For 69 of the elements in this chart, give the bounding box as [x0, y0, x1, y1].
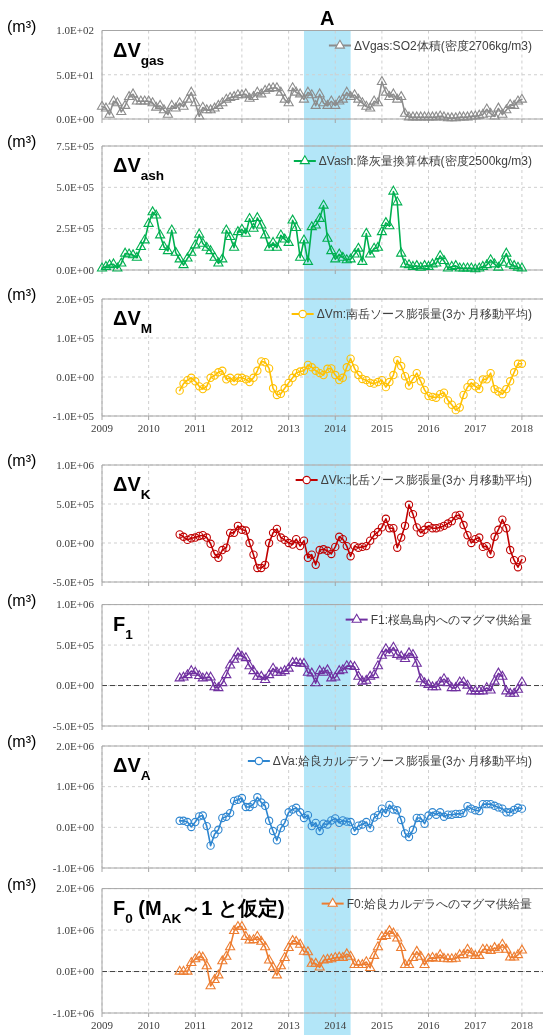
x-tick-label: 2011	[184, 422, 207, 434]
y-tick-label: 1.0E+06	[56, 923, 95, 936]
y-axis-title: (m³)	[7, 452, 37, 469]
x-tick-label: 2015	[370, 422, 394, 434]
y-tick-label: 0.0E+00	[56, 536, 95, 549]
legend-label: F0:姶良カルデラへのマグマ供給量	[346, 896, 533, 911]
y-axis-title: (m³)	[7, 875, 37, 893]
y-tick-label: 0.0E+00	[56, 965, 95, 978]
y-axis-title: (m³)	[7, 286, 37, 303]
y-tick-label: 1.0E+06	[56, 598, 95, 611]
y-axis-title: (m³)	[7, 133, 37, 150]
x-tick-label: 2018	[510, 422, 534, 434]
y-tick-label: 2.0E+06	[56, 882, 95, 895]
y-tick-label: -1.0E+06	[52, 861, 95, 874]
y-tick-label: -1.0E+06	[52, 1006, 95, 1019]
text: F$_{0}$ (M$_{AK}$～1 と仮定)	[113, 896, 285, 926]
x-tick-label: 2012	[230, 1019, 253, 1031]
x-tick-label: 2013	[277, 422, 301, 434]
text: ΔV$_{A}$	[113, 754, 151, 783]
text: ΔV$_{gas}$	[113, 38, 165, 67]
text: ΔV$_{K}$	[113, 473, 151, 502]
x-tick-label: 2014	[324, 422, 347, 434]
legend-label: F1:桜島島内へのマグマ供給量	[370, 612, 533, 627]
x-tick-label: 2017	[464, 1019, 487, 1031]
y-tick-label: 2.0E+06	[56, 739, 95, 752]
x-tick-label: 2011	[184, 1019, 207, 1031]
y-tick-label: 1.0E+05	[56, 331, 95, 344]
y-tick-label: 5.0E+05	[56, 181, 95, 194]
x-tick-label: 2010	[137, 1019, 161, 1031]
x-tick-label: 2018	[510, 1019, 534, 1031]
y-tick-label: 2.5E+05	[56, 222, 95, 235]
legend-label: ΔVk:北岳ソース膨張量(3か 月移動平均)	[320, 473, 533, 488]
y-tick-label: 5.0E+05	[56, 497, 95, 510]
x-tick-label: 2009	[91, 422, 114, 434]
x-tick-label: 2013	[277, 1019, 301, 1031]
y-axis-title: (m³)	[7, 733, 37, 750]
y-tick-label: 5.0E+01	[56, 68, 94, 81]
x-tick-label: 2015	[370, 1019, 394, 1031]
x-tick-label: 2010	[137, 422, 161, 434]
y-tick-label: 5.0E+05	[56, 638, 95, 651]
y-tick-label: -1.0E+05	[52, 409, 95, 422]
y-tick-label: -5.0E+05	[52, 719, 95, 732]
x-tick-label: 2016	[417, 1019, 441, 1031]
y-tick-label: 0.0E+00	[56, 112, 95, 125]
band-label: A	[320, 6, 335, 29]
legend-label: ΔVa:姶良カルデラソース膨張量(3か 月移動平均)	[272, 754, 532, 769]
y-axis-title: (m³)	[7, 591, 37, 609]
y-tick-label: 7.5E+05	[56, 139, 95, 152]
x-tick-label: 2014	[324, 1019, 347, 1031]
y-tick-label: 0.0E+00	[56, 821, 95, 834]
y-tick-label: 2.0E+05	[56, 292, 95, 305]
legend-label: ΔVgas:SO2体積(密度2706kg/m3)	[353, 38, 532, 53]
x-tick-label: 2009	[91, 1019, 114, 1031]
y-tick-label: 0.0E+00	[56, 263, 95, 276]
y-tick-label: 1.0E+06	[56, 780, 95, 793]
y-axis-title: (m³)	[7, 17, 37, 35]
y-tick-label: 1.0E+06	[56, 458, 95, 471]
y-tick-label: 1.0E+02	[56, 24, 94, 37]
x-tick-label: 2012	[230, 422, 253, 434]
text: ΔV$_{ash}$	[113, 154, 165, 183]
text: F$_{1}$	[113, 612, 134, 642]
y-tick-label: -5.0E+05	[52, 575, 95, 588]
y-tick-label: 0.0E+00	[56, 370, 95, 383]
x-tick-label: 2016	[417, 422, 441, 434]
x-tick-label: 2017	[464, 422, 487, 434]
text: ΔV$_{M}$	[113, 307, 153, 336]
legend-label: ΔVm:南岳ソース膨張量(3か 月移動平均)	[316, 307, 533, 322]
y-tick-label: 0.0E+00	[56, 679, 95, 692]
legend-label: ΔVash:降灰量換算体積(密度2500kg/m3)	[318, 154, 533, 169]
